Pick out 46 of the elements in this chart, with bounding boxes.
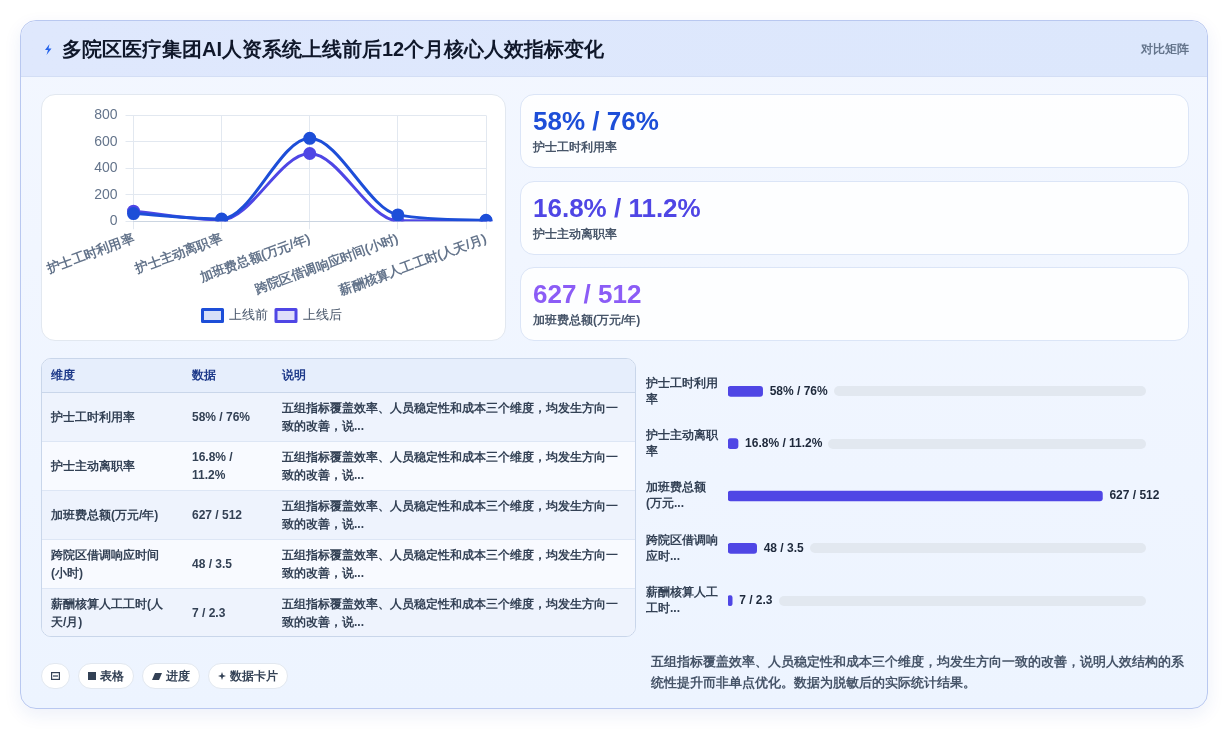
y-tick-label: 薪酬核算人工工时... xyxy=(645,584,718,616)
category-label: 说明 xyxy=(273,359,637,392)
y-tick-label: 加班费总额(万元... xyxy=(645,480,707,511)
text: 五组指标覆盖效率、人员稳定性和成本三个维度，均发生方向一致的改善，说... xyxy=(282,400,618,433)
y-tick-label: 200 xyxy=(94,185,118,202)
text: 五组指标覆盖效率、人员稳定性和成本三个维度，均发生方向一致的改善，说... xyxy=(282,498,618,531)
category-label: 数据 xyxy=(183,359,273,392)
text: 跨院区借调响应时间(小时) xyxy=(51,547,159,580)
pill-button: 表格 xyxy=(78,663,134,689)
text: 对比矩阵 xyxy=(1141,41,1189,58)
data-label: 48 / 3.5 xyxy=(763,540,805,555)
text: 48 / 3.5 xyxy=(192,556,233,571)
y-tick-label: 跨院区借调响应时... xyxy=(645,532,718,563)
text: 58% / 76% xyxy=(533,106,659,136)
data-label: 58% / 76% xyxy=(769,383,828,398)
text: 五组指标覆盖效率、人员稳定性和成本三个维度，均发生方向一致的改善，说... xyxy=(282,596,618,629)
pill-button: 进度 xyxy=(142,663,200,689)
category-label: 维度 xyxy=(42,359,183,392)
text: 加班费总额(万元/年) xyxy=(51,507,159,522)
pill-button: 数据卡片 xyxy=(208,663,288,689)
text: 五组指标覆盖效率、人员稳定性和成本三个维度，均发生方向一致的改善，说明人效结构的系统性提升而非单点优化。数据为脱敏后的实际统计结果。 xyxy=(651,653,1185,692)
category-label: 护士工时利用率 xyxy=(533,139,617,155)
text: 16.8% / 11.2% xyxy=(192,449,233,482)
text: 7 / 2.3 xyxy=(192,605,226,620)
data-label: 7 / 2.3 xyxy=(739,592,773,607)
text: 58% / 76% xyxy=(192,409,251,424)
chart-title: 多院区医疗集团AI人资系统上线前后12个月核心人效指标变化 xyxy=(62,37,605,62)
text: 五组指标覆盖效率、人员稳定性和成本三个维度，均发生方向一致的改善，说... xyxy=(282,547,618,580)
data-label: 16.8% / 11.2% xyxy=(745,435,823,450)
data-label: 627 / 512 xyxy=(1109,488,1160,503)
y-tick-label: 0 xyxy=(109,212,118,229)
legend-label: 上线前 xyxy=(229,307,268,323)
y-tick-label: 护士主动离职率 xyxy=(645,427,719,459)
text: 五组指标覆盖效率、人员稳定性和成本三个维度，均发生方向一致的改善，说... xyxy=(282,449,618,482)
text: 护士工时利用率 xyxy=(51,409,135,424)
y-tick-label: 600 xyxy=(94,132,118,149)
text: 16.8% / 11.2% xyxy=(533,192,701,223)
y-tick-label: 400 xyxy=(94,159,118,176)
legend-label: 上线后 xyxy=(302,307,342,323)
text: 627 / 512 xyxy=(192,507,243,522)
text: 薪酬核算人工工时(人天/月) xyxy=(51,596,163,629)
y-tick-label: 护士工时利用率 xyxy=(645,375,718,406)
y-tick-label: 800 xyxy=(94,106,118,123)
category-label: 加班费总额(万元/年) xyxy=(533,312,641,328)
text: 627 / 512 xyxy=(533,279,642,309)
text: 护士主动离职率 xyxy=(51,458,135,473)
